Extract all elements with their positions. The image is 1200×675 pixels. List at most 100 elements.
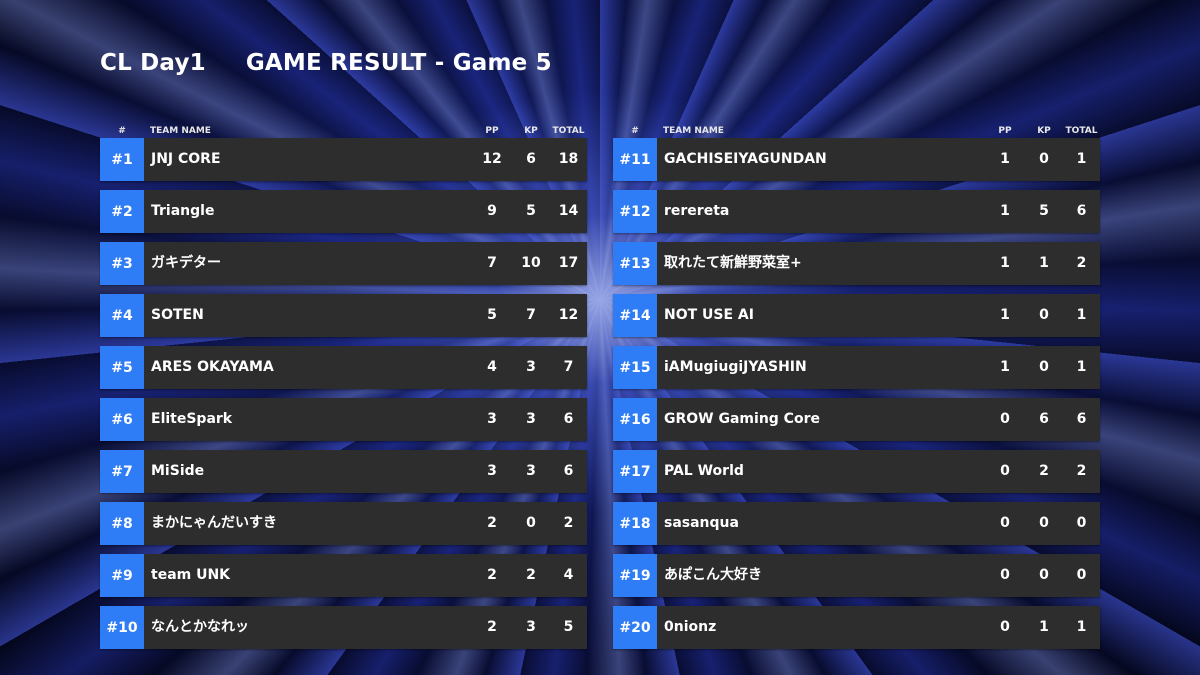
pp-value: 2 [487,567,497,583]
total-value: 2 [1076,463,1087,479]
team-name: EliteSpark [151,411,233,427]
table-row: #2 Triangle 9 5 14 [100,190,587,233]
total-value: 6 [563,411,574,427]
kp-value: 7 [526,307,536,323]
table-row: #18 sasanqua 0 0 0 [613,502,1100,545]
pp-value: 1 [1000,255,1010,271]
team-name: 0nionz [664,619,717,635]
pp-value: 0 [1000,567,1010,583]
total-value: 1 [1076,359,1087,375]
team-name: team UNK [151,567,231,583]
pp-value: 2 [487,619,497,635]
table-row: #5 ARES OKAYAMA 4 3 7 [100,346,587,389]
kp-value: 3 [526,619,536,635]
total-value: 12 [558,307,579,323]
table-row: #11 GACHISEIYAGUNDAN 1 0 1 [613,138,1100,181]
rank-badge: #11 [613,138,657,181]
kp-value: 5 [1039,203,1049,219]
pp-value: 9 [487,203,497,219]
rank-badge: #10 [100,606,144,649]
total-value: 2 [1076,255,1087,271]
pp-value: 5 [487,307,497,323]
kp-value: 0 [1039,151,1049,167]
table-row: #1 JNJ CORE 12 6 18 [100,138,587,181]
kp-value: 2 [1039,463,1049,479]
pp-value: 0 [1000,515,1010,531]
team-name: GACHISEIYAGUNDAN [664,151,827,167]
table-row: #14 NOT USE AI 1 0 1 [613,294,1100,337]
pp-value: 2 [487,515,497,531]
team-name: iAMugiugiJYASHIN [664,359,807,375]
pp-value: 1 [1000,151,1010,167]
total-value: 6 [563,463,574,479]
kp-value: 3 [526,359,536,375]
table-row: #3 ガキデター 7 10 17 [100,242,587,285]
table-row: #16 GROW Gaming Core 0 6 6 [613,398,1100,441]
rank-badge: #16 [613,398,657,441]
kp-value: 6 [1039,411,1049,427]
kp-value: 0 [1039,515,1049,531]
table-row: #7 MiSide 3 3 6 [100,450,587,493]
rank-badge: #1 [100,138,144,181]
results-table-right: # TEAM NAME PP KP TOTAL #11 GACHISEIYAGUN… [613,124,1100,658]
kp-value: 0 [526,515,536,531]
header-rank: # [118,126,126,136]
table-row: #10 なんとかなれッ 2 3 5 [100,606,587,649]
kp-value: 3 [526,463,536,479]
kp-value: 1 [1039,619,1049,635]
table-row: #17 PAL World 0 2 2 [613,450,1100,493]
total-value: 18 [558,151,579,167]
team-name: ARES OKAYAMA [151,359,274,375]
rank-badge: #2 [100,190,144,233]
total-value: 2 [563,515,574,531]
total-value: 7 [563,359,574,375]
kp-value: 2 [526,567,536,583]
kp-value: 10 [521,255,541,271]
total-value: 4 [563,567,574,583]
team-name: sasanqua [664,515,739,531]
rank-badge: #5 [100,346,144,389]
kp-value: 3 [526,411,536,427]
page-title: CL Day1 GAME RESULT - Game 5 [100,50,552,76]
kp-value: 1 [1039,255,1049,271]
rank-badge: #4 [100,294,144,337]
header-team-name: TEAM NAME [663,126,724,136]
rank-badge: #18 [613,502,657,545]
result-title: GAME RESULT - Game 5 [245,50,552,76]
team-name: SOTEN [151,307,204,323]
team-name: まかにゃんだいすき [151,515,277,531]
total-value: 6 [1076,203,1087,219]
kp-value: 0 [1039,307,1049,323]
table-header: # TEAM NAME PP KP TOTAL [613,124,1100,138]
total-value: 0 [1076,567,1087,583]
total-value: 1 [1076,307,1087,323]
team-name: MiSide [151,463,205,479]
pp-value: 3 [487,463,497,479]
pp-value: 3 [487,411,497,427]
team-name: rerereta [664,203,730,219]
pp-value: 0 [1000,463,1010,479]
table-row: #15 iAMugiugiJYASHIN 1 0 1 [613,346,1100,389]
rank-badge: #17 [613,450,657,493]
kp-value: 0 [1039,359,1049,375]
results-table-left: # TEAM NAME PP KP TOTAL #1 JNJ CORE 12 6 18 … [100,124,587,658]
team-name: なんとかなれッ [151,619,249,635]
total-value: 5 [563,619,574,635]
team-name: ガキデター [151,255,221,271]
table-row: #4 SOTEN 5 7 12 [100,294,587,337]
rank-badge: #14 [613,294,657,337]
event-title: CL Day1 [100,50,206,76]
header-pp: PP [998,126,1012,136]
team-name: GROW Gaming Core [664,411,820,427]
rank-badge: #15 [613,346,657,389]
team-name: NOT USE AI [664,307,754,323]
team-name: Triangle [151,203,215,219]
total-value: 6 [1076,411,1087,427]
total-value: 1 [1076,151,1087,167]
pp-value: 12 [482,151,502,167]
team-name: あぽこん大好き [664,567,762,583]
pp-value: 0 [1000,619,1010,635]
total-value: 1 [1076,619,1087,635]
pp-value: 7 [487,255,497,271]
rank-badge: #13 [613,242,657,285]
